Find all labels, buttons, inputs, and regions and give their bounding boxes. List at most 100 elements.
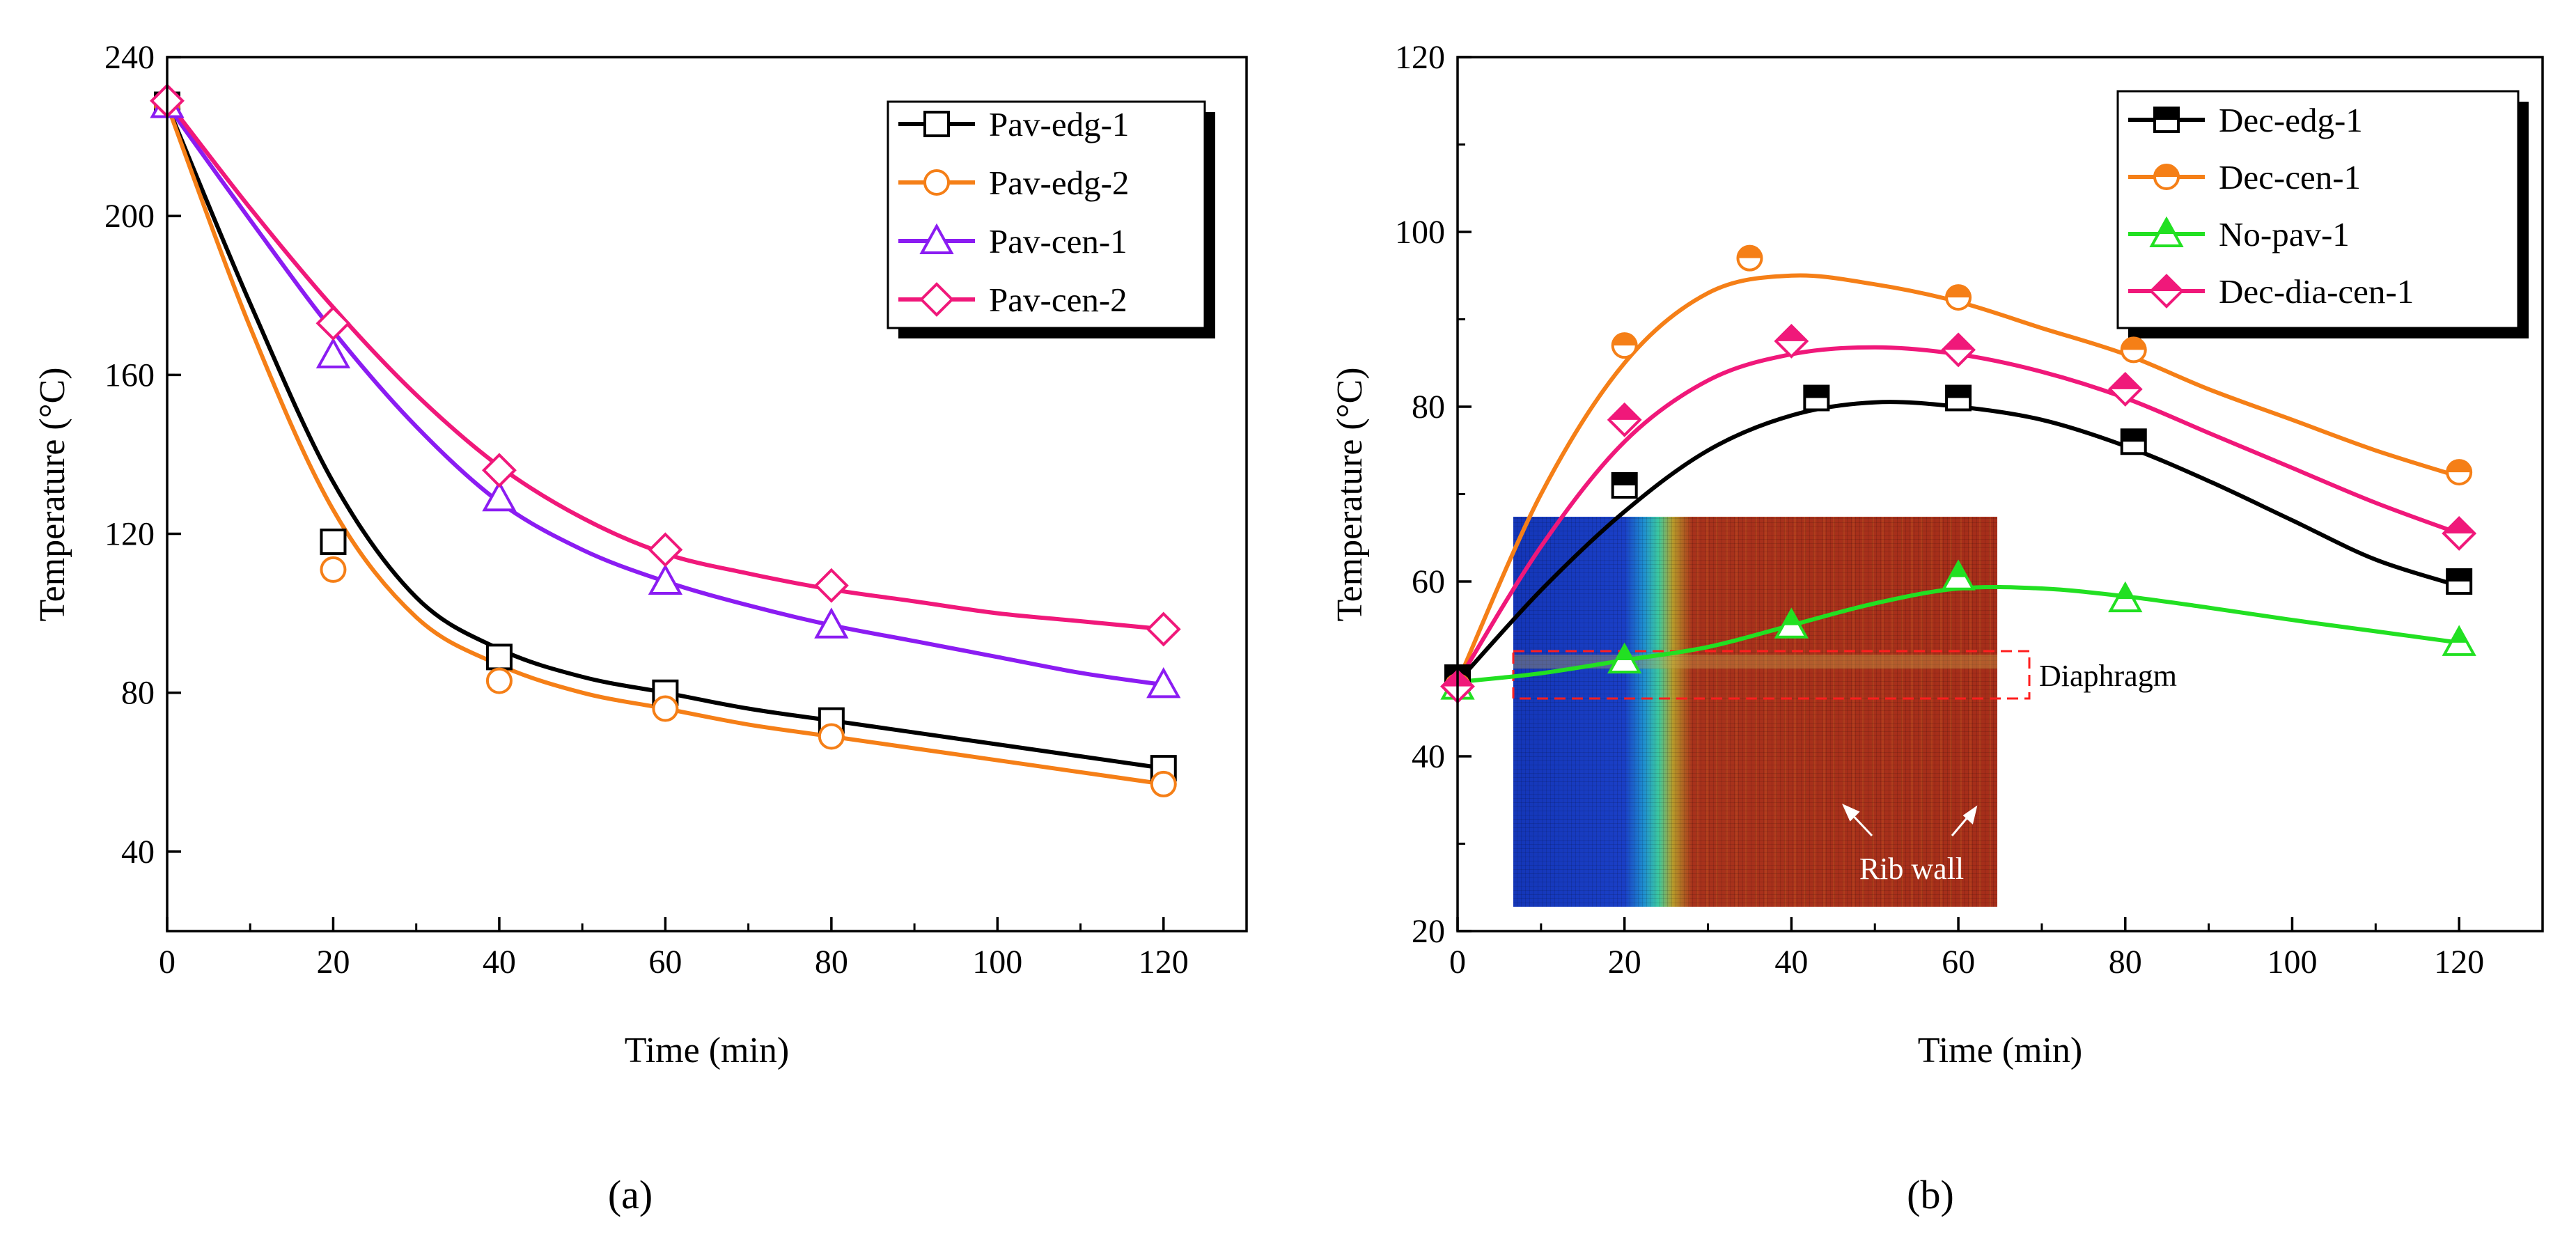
plot-frame	[166, 56, 1248, 932]
data-point-dec-edg-1	[1611, 471, 1638, 499]
legend-item-no-pav-1: No-pav-1	[2128, 215, 2350, 253]
series-lines	[165, 98, 1166, 786]
x-tick-label: 100	[2267, 944, 2317, 981]
data-point-pav-cen-1	[315, 337, 351, 368]
data-point-dec-edg-1	[1945, 384, 1972, 412]
x-tick-label: 80	[2109, 944, 2142, 981]
legend-label: Dec-dia-cen-1	[2219, 272, 2414, 311]
legend-label: Pav-cen-1	[989, 222, 1127, 260]
y-tick-label: 40	[121, 834, 155, 871]
data-point-no-pav-1	[1941, 559, 1976, 591]
data-point-pav-cen-2	[648, 532, 683, 568]
legend-item-pav-edg-1: Pav-edg-1	[898, 105, 1129, 143]
y-tick-label: 60	[1412, 563, 1445, 600]
data-point-dec-edg-1	[2446, 568, 2473, 595]
y-tick-label: 160	[104, 357, 155, 393]
series-markers	[150, 83, 1181, 797]
data-point-pav-edg-1	[320, 528, 347, 555]
x-axis-title: Time (min)	[625, 1031, 789, 1070]
x-tick-label: 20	[1608, 944, 1641, 981]
legend-item-pav-cen-1: Pav-cen-1	[898, 222, 1127, 260]
data-point-dec-dia-cen-1	[2442, 516, 2477, 551]
legend-item-dec-dia-cen-1: Dec-dia-cen-1	[2128, 272, 2414, 311]
data-point-pav-cen-1	[648, 563, 683, 595]
y-tick-label: 120	[104, 516, 155, 553]
series-line-dec-cen-1	[1455, 273, 2462, 685]
legend: Pav-edg-1 Pav-edg-2 Pav-cen-1 Pav-cen-2	[898, 105, 1129, 319]
data-point-pav-cen-2	[315, 306, 351, 341]
x-tick-label: 40	[1774, 944, 1808, 981]
panel-label-a: (a)	[608, 1172, 653, 1217]
x-tick-label: 0	[1449, 944, 1466, 981]
thermal-inset-image	[1513, 517, 1997, 907]
data-point-dec-cen-1	[1611, 332, 1638, 359]
data-point-pav-edg-2	[485, 667, 513, 694]
y-tick-label: 20	[1412, 913, 1445, 950]
x-tick-label: 120	[2434, 944, 2484, 981]
y-tick-label: 120	[1395, 39, 1445, 76]
data-point-dec-cen-1	[1736, 244, 1763, 272]
axis-ticks: 0 20 40 60 80 100 120 40 80 120 160 200 240	[104, 39, 1189, 981]
legend-marker	[2149, 274, 2184, 309]
y-tick-label: 240	[104, 39, 155, 76]
rib-wall-label: Rib wall	[1859, 852, 1964, 886]
chart-panel-b: Diaphragm Rib wall Dec-edg-1 Dec-cen-1 No-…	[1330, 39, 2544, 1217]
y-axis-title: Temperature (°C)	[33, 367, 72, 621]
data-point-dec-cen-1	[2446, 459, 2473, 486]
x-tick-label: 0	[159, 944, 175, 981]
data-point-no-pav-1	[1607, 642, 1642, 673]
legend-marker	[919, 282, 954, 317]
legend-label: Dec-cen-1	[2219, 158, 2361, 196]
panel-label-b: (b)	[1907, 1172, 1954, 1217]
data-point-dec-cen-1	[1945, 284, 1972, 311]
y-tick-label: 200	[104, 198, 155, 235]
legend-marker	[923, 169, 950, 196]
y-tick-label: 100	[1395, 214, 1445, 251]
legend-item-dec-cen-1: Dec-cen-1	[2128, 158, 2361, 196]
data-point-pav-edg-2	[320, 556, 347, 583]
x-tick-label: 40	[483, 944, 516, 981]
data-point-pav-edg-2	[818, 723, 845, 750]
y-tick-label: 40	[1412, 738, 1445, 775]
data-point-no-pav-1	[2442, 625, 2476, 656]
data-point-pav-cen-1	[814, 607, 849, 639]
y-tick-label: 80	[121, 675, 155, 712]
data-point-dec-dia-cen-1	[1774, 323, 1809, 359]
data-point-dec-dia-cen-1	[1941, 332, 1976, 368]
data-point-dec-dia-cen-1	[2107, 371, 2143, 407]
x-tick-label: 60	[1942, 944, 1975, 981]
legend-marker	[2153, 164, 2180, 190]
legend-item-pav-edg-2: Pav-edg-2	[898, 164, 1129, 202]
data-point-pav-cen-2	[1146, 611, 1181, 647]
x-tick-label: 80	[815, 944, 848, 981]
data-point-pav-edg-2	[1150, 770, 1177, 797]
x-axis-title: Time (min)	[1918, 1031, 2082, 1070]
x-tick-label: 20	[316, 944, 350, 981]
legend-item-dec-edg-1: Dec-edg-1	[2128, 101, 2363, 139]
data-point-dec-dia-cen-1	[1607, 402, 1642, 437]
data-point-dec-edg-1	[2120, 428, 2147, 455]
legend: Dec-edg-1 Dec-cen-1 No-pav-1 Dec-dia-cen-1	[2128, 101, 2414, 311]
legend-marker	[2149, 216, 2184, 247]
legend-label: No-pav-1	[2219, 215, 2350, 253]
legend-marker	[2153, 107, 2180, 133]
series-line-pav-cen-2	[165, 98, 1166, 632]
x-tick-label: 60	[648, 944, 682, 981]
data-point-pav-cen-2	[813, 568, 849, 603]
x-tick-label: 120	[1139, 944, 1189, 981]
legend-box	[2116, 90, 2520, 329]
y-axis-title: Temperature (°C)	[1330, 367, 1370, 621]
chart-panel-a: Pav-edg-1 Pav-edg-2 Pav-cen-1 Pav-cen-2 0 20…	[33, 39, 1248, 1217]
legend-label: Pav-edg-2	[989, 164, 1129, 202]
data-point-no-pav-1	[2108, 581, 2143, 613]
legend-label: Pav-edg-1	[989, 105, 1129, 143]
legend-item-pav-cen-2: Pav-cen-2	[898, 281, 1127, 319]
data-point-pav-edg-1	[485, 643, 513, 671]
series-line-pav-edg-1	[165, 102, 1166, 771]
x-tick-label: 100	[972, 944, 1022, 981]
data-point-dec-cen-1	[2120, 336, 2147, 364]
rib-wall-arrows	[1842, 804, 1978, 837]
data-point-pav-cen-2	[481, 453, 517, 488]
